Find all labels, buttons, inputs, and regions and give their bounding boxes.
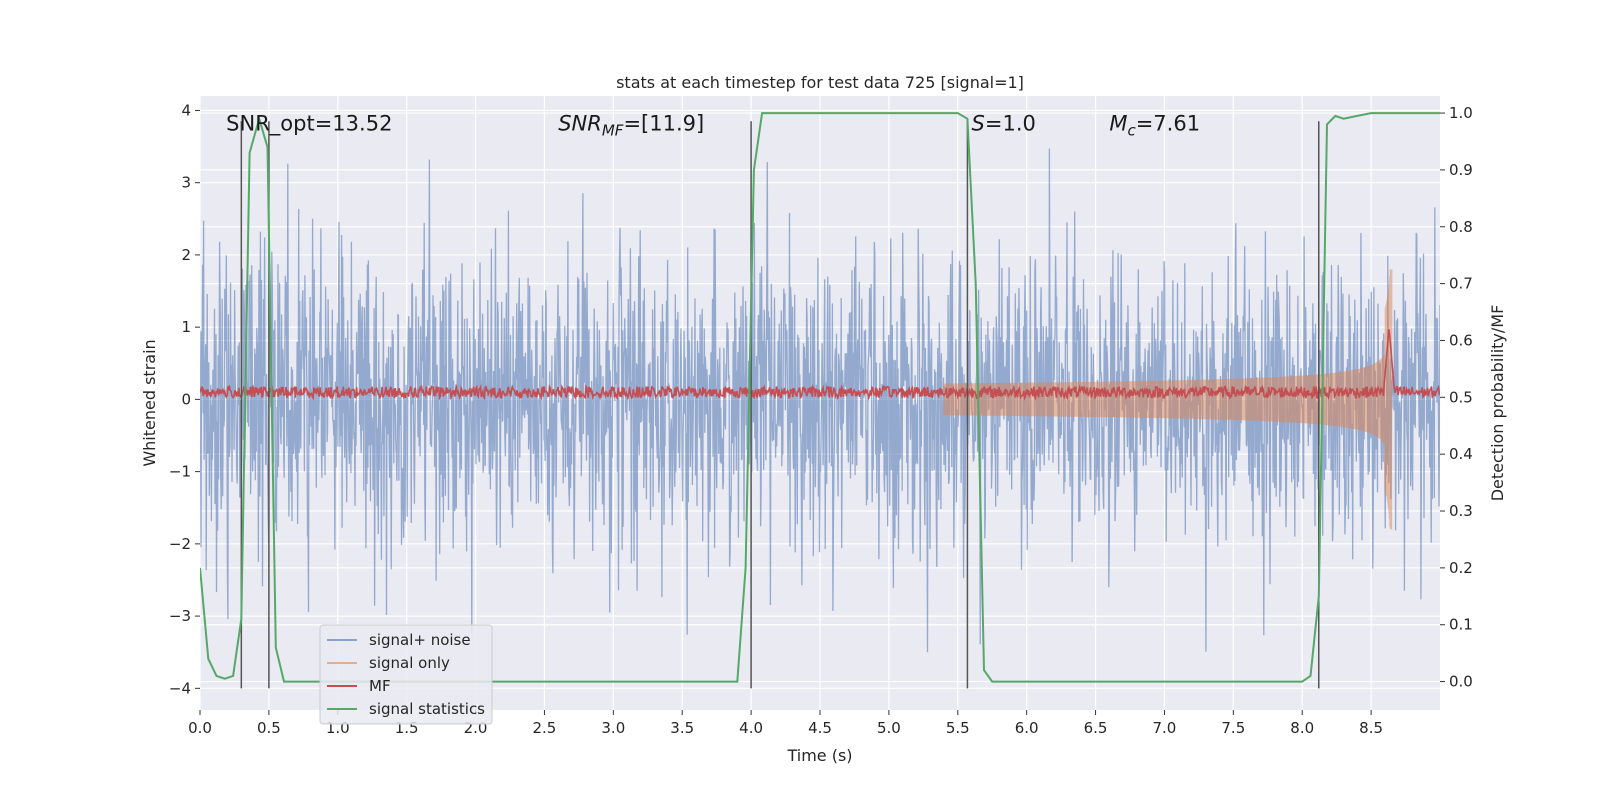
annotation-snr-opt: SNR_opt=13.52 — [226, 111, 392, 136]
annotation-s-value: S=1.0 — [972, 111, 1036, 135]
legend-label-mf: MF — [369, 677, 391, 695]
annotation-snr-mf: SNRMF=[11.9] — [558, 111, 704, 139]
signal-only-line — [943, 269, 1393, 530]
x-tick-label-6: 3.0 — [601, 719, 625, 737]
signal-only-series — [943, 269, 1393, 530]
y-left-tick-label-8: 4 — [181, 101, 191, 119]
y-left-tick-label-4: 0 — [181, 390, 191, 408]
y-right-tick-label-10: 1.0 — [1449, 104, 1473, 122]
x-tick-label-11: 5.5 — [946, 719, 970, 737]
y-left-tick-label-2: −2 — [169, 535, 191, 553]
x-tick-label-12: 6.0 — [1015, 719, 1039, 737]
y-right-tick-label-8: 0.8 — [1449, 218, 1473, 236]
legend-label-signal-noise: signal+ noise — [369, 631, 471, 649]
signal-noise-series — [200, 148, 1440, 653]
y-left-tick-label-5: 1 — [181, 318, 191, 336]
annotation-mc-value: Mc=7.61 — [1109, 111, 1200, 139]
y-left-tick-label-0: −4 — [169, 679, 191, 697]
signal-statistics-series — [200, 112, 1440, 683]
x-tick-label-17: 8.5 — [1359, 719, 1383, 737]
x-tick-label-7: 3.5 — [670, 719, 694, 737]
legend: signal+ noise signal only MF signal stat… — [319, 624, 493, 725]
y-right-tick-label-4: 0.4 — [1449, 445, 1473, 463]
x-tick-label-9: 4.5 — [808, 719, 832, 737]
y-right-tick-label-9: 0.9 — [1449, 161, 1473, 179]
x-tick-label-16: 8.0 — [1290, 719, 1314, 737]
annotations: SNR_opt=13.52 SNRMF=[11.9] S=1.0 Mc=7.61 — [226, 111, 1200, 139]
y-left-tick-label-3: −1 — [169, 463, 191, 481]
mf-series — [200, 329, 1440, 401]
legend-box — [319, 624, 493, 725]
x-tick-label-14: 7.0 — [1153, 719, 1177, 737]
y-right-tick-label-0: 0.0 — [1449, 673, 1473, 691]
y-left-tick-label-7: 3 — [181, 174, 191, 192]
signal-noise-line — [200, 148, 1440, 653]
y-right-tick-label-3: 0.3 — [1449, 502, 1473, 520]
y-right-tick-label-1: 0.1 — [1449, 616, 1473, 634]
y-right-tick-label-6: 0.6 — [1449, 331, 1473, 349]
x-tick-label-1: 0.5 — [257, 719, 281, 737]
y-left-tick-label-1: −3 — [169, 607, 191, 625]
x-tick-label-5: 2.5 — [533, 719, 557, 737]
signal-statistics-line — [200, 112, 1440, 683]
chart-title: stats at each timestep for test data 725… — [616, 73, 1024, 92]
y-right-tick-label-2: 0.2 — [1449, 559, 1473, 577]
x-tick-label-13: 6.5 — [1084, 719, 1108, 737]
x-tick-label-10: 5.0 — [877, 719, 901, 737]
legend-label-signal-statistics: signal statistics — [369, 700, 485, 718]
y-right-tick-label-5: 0.5 — [1449, 388, 1473, 406]
mf-line — [200, 329, 1440, 401]
axes: 0.0 0.5 1.0 1.5 2.0 2.5 3.0 3.5 4.0 4.5 5.0 5.5 6.0 6… — [169, 101, 1473, 737]
legend-label-signal-only: signal only — [369, 654, 450, 672]
x-tick-label-15: 7.5 — [1221, 719, 1245, 737]
x-axis-label: Time (s) — [786, 746, 852, 765]
y-axis-label-left: Whitened strain — [140, 339, 159, 466]
x-tick-label-8: 4.0 — [739, 719, 763, 737]
y-axis-label-right: Detection probability/MF — [1488, 305, 1507, 502]
y-left-tick-label-6: 2 — [181, 246, 191, 264]
y-right-tick-label-7: 0.7 — [1449, 275, 1473, 293]
x-tick-label-0: 0.0 — [188, 719, 212, 737]
